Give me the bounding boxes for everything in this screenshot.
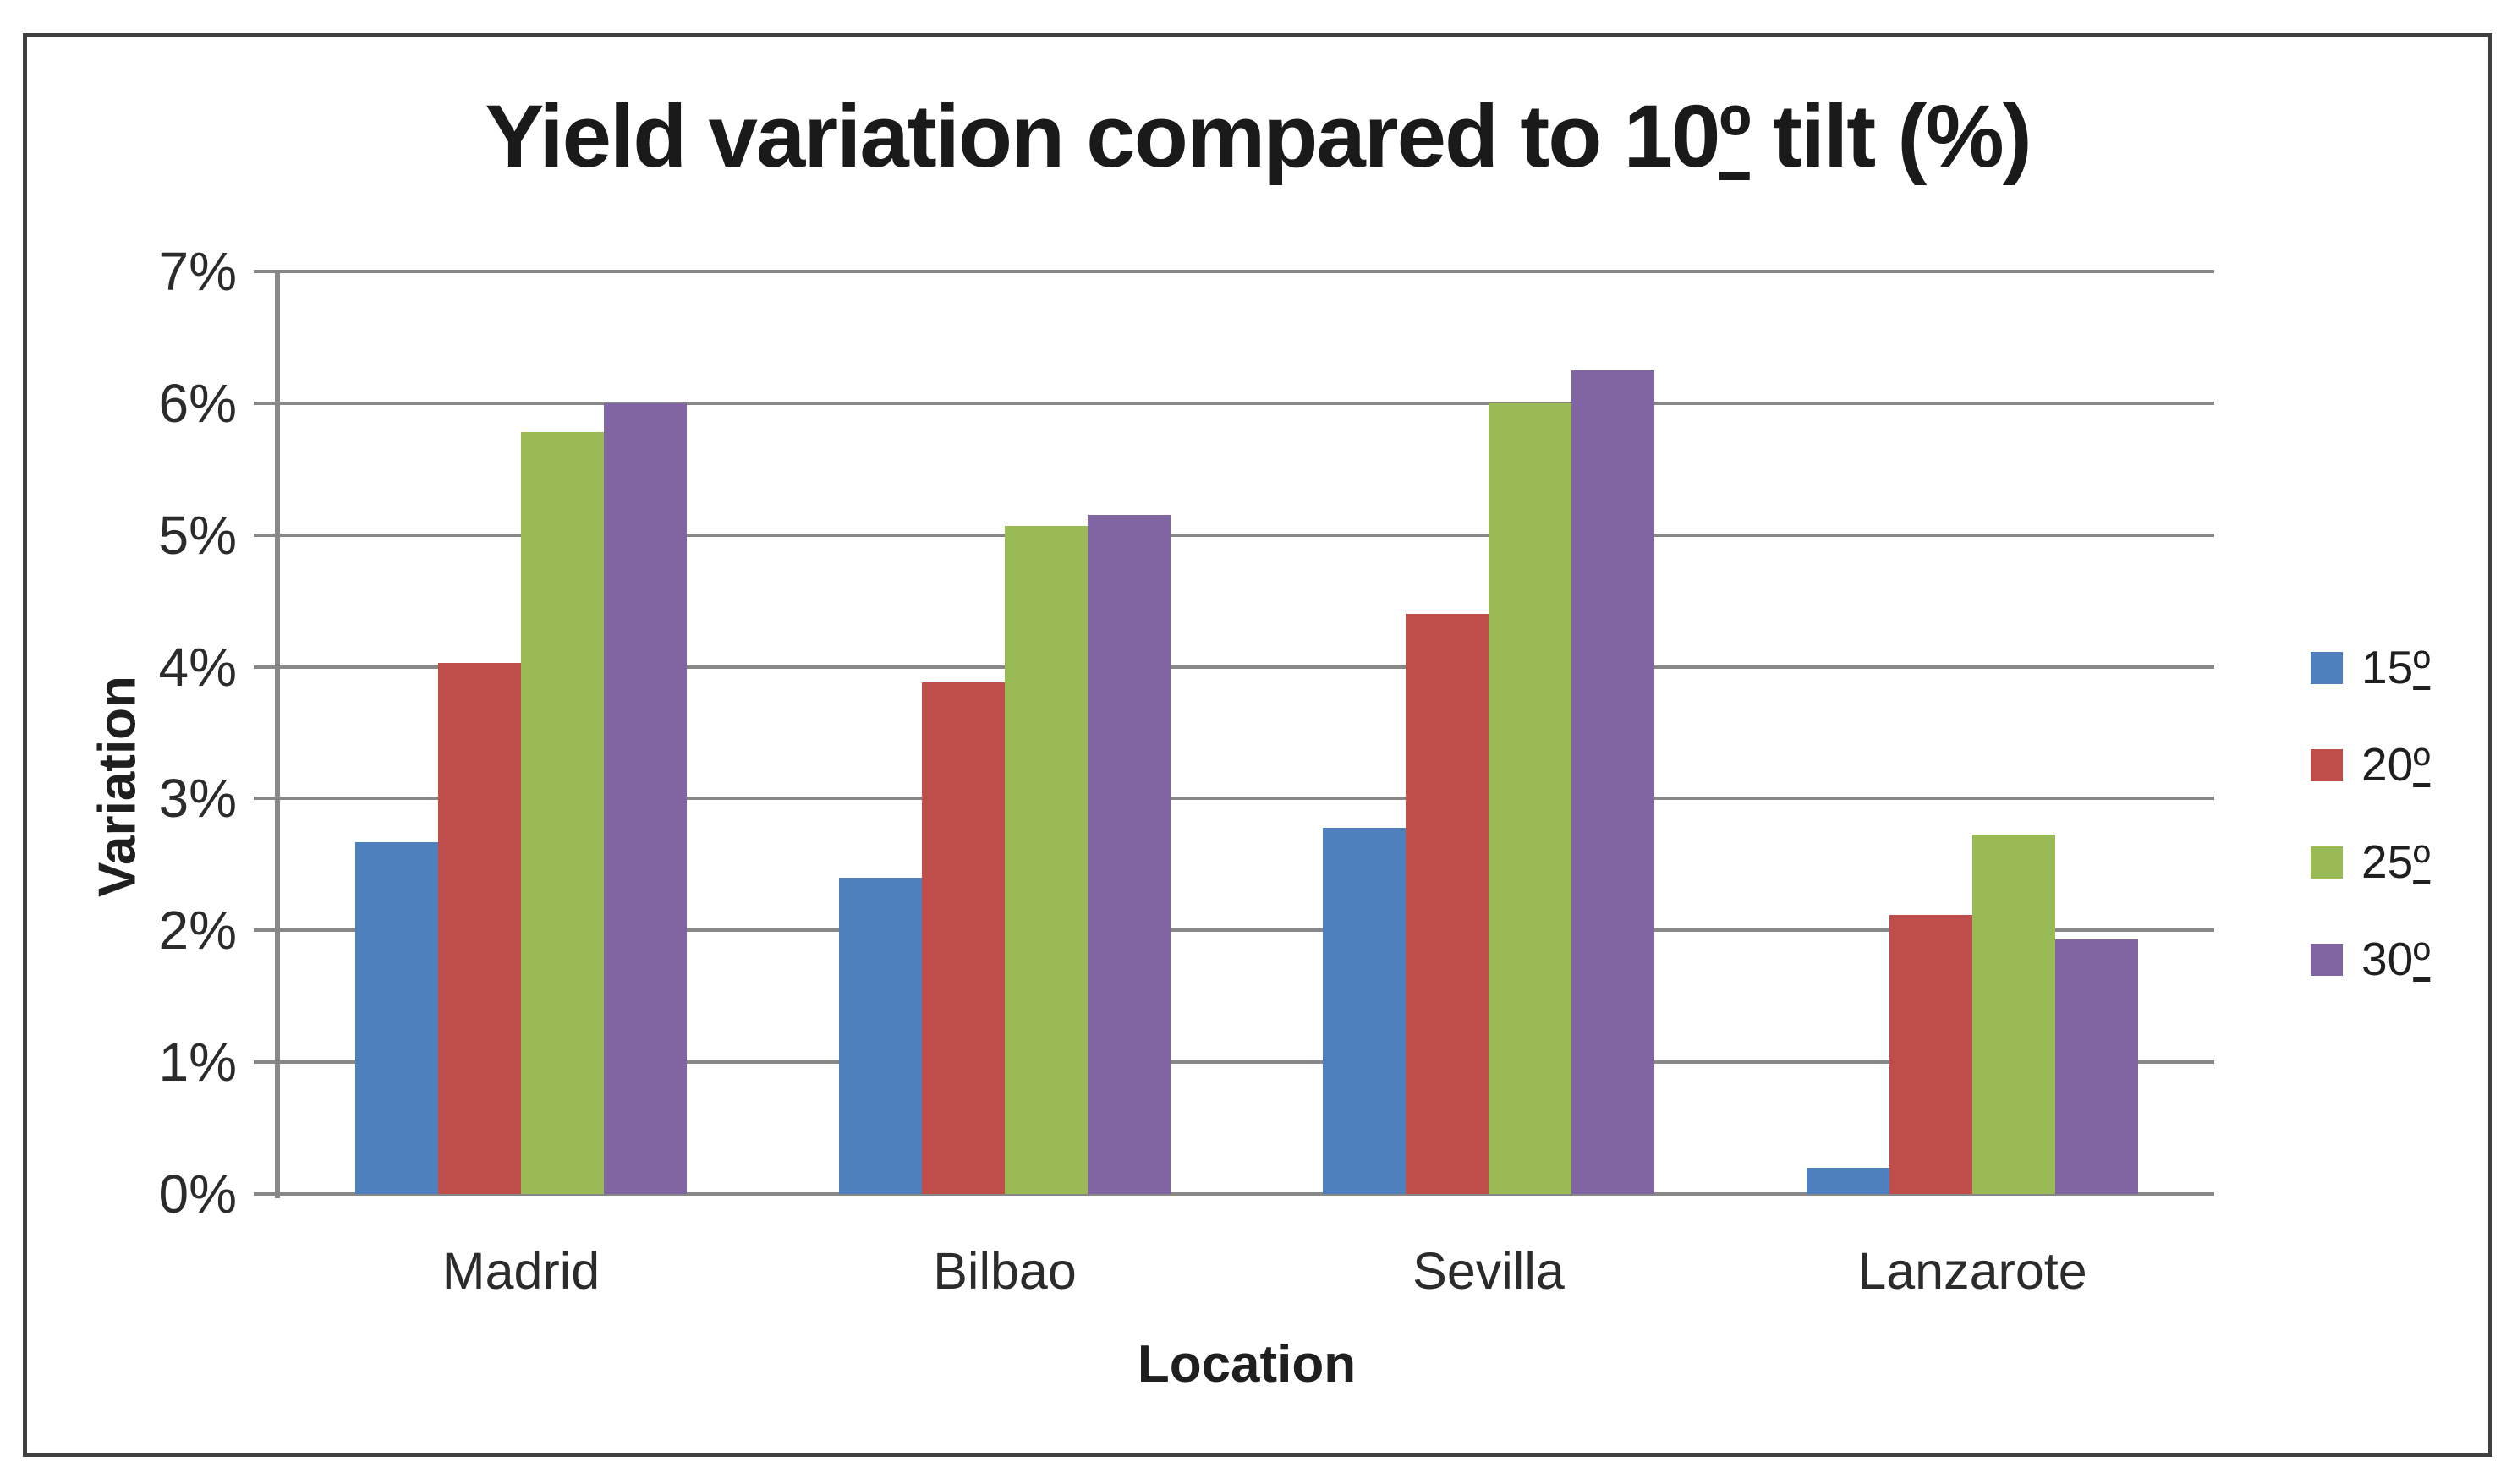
legend-label: 30º [2361, 936, 2430, 983]
gridline-5% [279, 533, 2214, 537]
bar-bilbao-15deg [839, 877, 922, 1194]
ordinal-symbol: º [2413, 933, 2431, 985]
bar-sevilla-15deg [1323, 827, 1406, 1194]
bar-sevilla-25deg [1489, 402, 1571, 1194]
legend-label: 20º [2361, 742, 2430, 788]
legend-swatch-icon [2311, 943, 2343, 976]
legend-label: 25º [2361, 839, 2430, 885]
bar-sevilla-30deg [1571, 370, 1654, 1194]
legend-item-25deg: 25º [2311, 813, 2430, 911]
bar-madrid-30deg [604, 402, 687, 1194]
bar-madrid-20deg [438, 662, 521, 1194]
legend: 15º 20º 25º 30º [2311, 619, 2430, 1008]
legend-label-number: 15 [2361, 641, 2414, 693]
y-tick-label-3%: 3% [158, 768, 238, 830]
category-label-sevilla: Sevilla [1412, 1242, 1565, 1300]
category-label-madrid: Madrid [441, 1242, 600, 1300]
gridline-7% [279, 270, 2214, 273]
y-tick-label-0%: 0% [158, 1164, 238, 1224]
y-axis-tick [254, 533, 279, 537]
y-axis-tick [254, 665, 279, 669]
ordinal-symbol: º [1719, 87, 1751, 186]
chart-title-text: Yield variation compared to 10 [485, 87, 1720, 186]
legend-label-number: 25 [2361, 835, 2414, 888]
y-axis-tick [254, 1192, 279, 1196]
bar-madrid-15deg [355, 841, 438, 1194]
bar-lanzarote-15deg [1807, 1167, 1889, 1194]
gridline-4% [279, 665, 2214, 669]
y-tick-label-1%: 1% [158, 1032, 238, 1093]
y-axis-tick [254, 401, 279, 405]
legend-label-number: 30 [2361, 933, 2414, 985]
legend-item-15deg: 15º [2311, 619, 2430, 716]
chart-title: Yield variation compared to 10º tilt (%) [27, 79, 2488, 194]
legend-swatch-icon [2311, 748, 2343, 781]
x-axis-title: Location [1137, 1335, 1357, 1394]
legend-item-30deg: 30º [2311, 911, 2430, 1008]
bar-lanzarote-20deg [1889, 914, 1972, 1194]
bar-bilbao-30deg [1088, 515, 1171, 1194]
plot-area [254, 270, 2214, 1198]
y-tick-label-5%: 5% [158, 504, 238, 566]
gridline-1% [279, 1060, 2214, 1065]
legend-swatch-icon [2311, 651, 2343, 684]
gridline-2% [279, 928, 2214, 933]
y-tick-label-4%: 4% [158, 636, 238, 698]
chart-title-suffix: tilt (%) [1749, 87, 2032, 186]
legend-swatch-icon [2311, 846, 2343, 879]
legend-label-number: 20 [2361, 738, 2414, 791]
category-label-lanzarote: Lanzarote [1857, 1242, 2087, 1300]
legend-label: 15º [2361, 644, 2430, 691]
category-label-bilbao: Bilbao [933, 1242, 1077, 1300]
bar-bilbao-25deg [1005, 525, 1088, 1194]
ordinal-symbol: º [2413, 835, 2431, 888]
y-axis-tick [254, 928, 279, 933]
y-tick-label-7%: 7% [158, 241, 238, 302]
y-axis-tick [254, 1060, 279, 1065]
bar-lanzarote-30deg [2055, 939, 2138, 1194]
legend-item-20deg: 20º [2311, 716, 2430, 813]
bar-madrid-25deg [521, 432, 604, 1194]
bar-lanzarote-25deg [1972, 834, 2055, 1194]
ordinal-symbol: º [2413, 641, 2431, 693]
y-axis-line [275, 270, 280, 1198]
y-tick-label-6%: 6% [158, 372, 238, 434]
bar-bilbao-20deg [922, 682, 1005, 1194]
gridline-3% [279, 797, 2214, 801]
gridline-6% [279, 401, 2214, 405]
y-axis-tick [254, 797, 279, 801]
chart-frame: Yield variation compared to 10º tilt (%)… [23, 33, 2492, 1457]
ordinal-symbol: º [2413, 738, 2431, 791]
y-axis-tick [254, 270, 279, 273]
y-tick-label-2%: 2% [158, 900, 238, 961]
bar-sevilla-20deg [1406, 614, 1489, 1194]
gridline-0% [279, 1192, 2214, 1196]
